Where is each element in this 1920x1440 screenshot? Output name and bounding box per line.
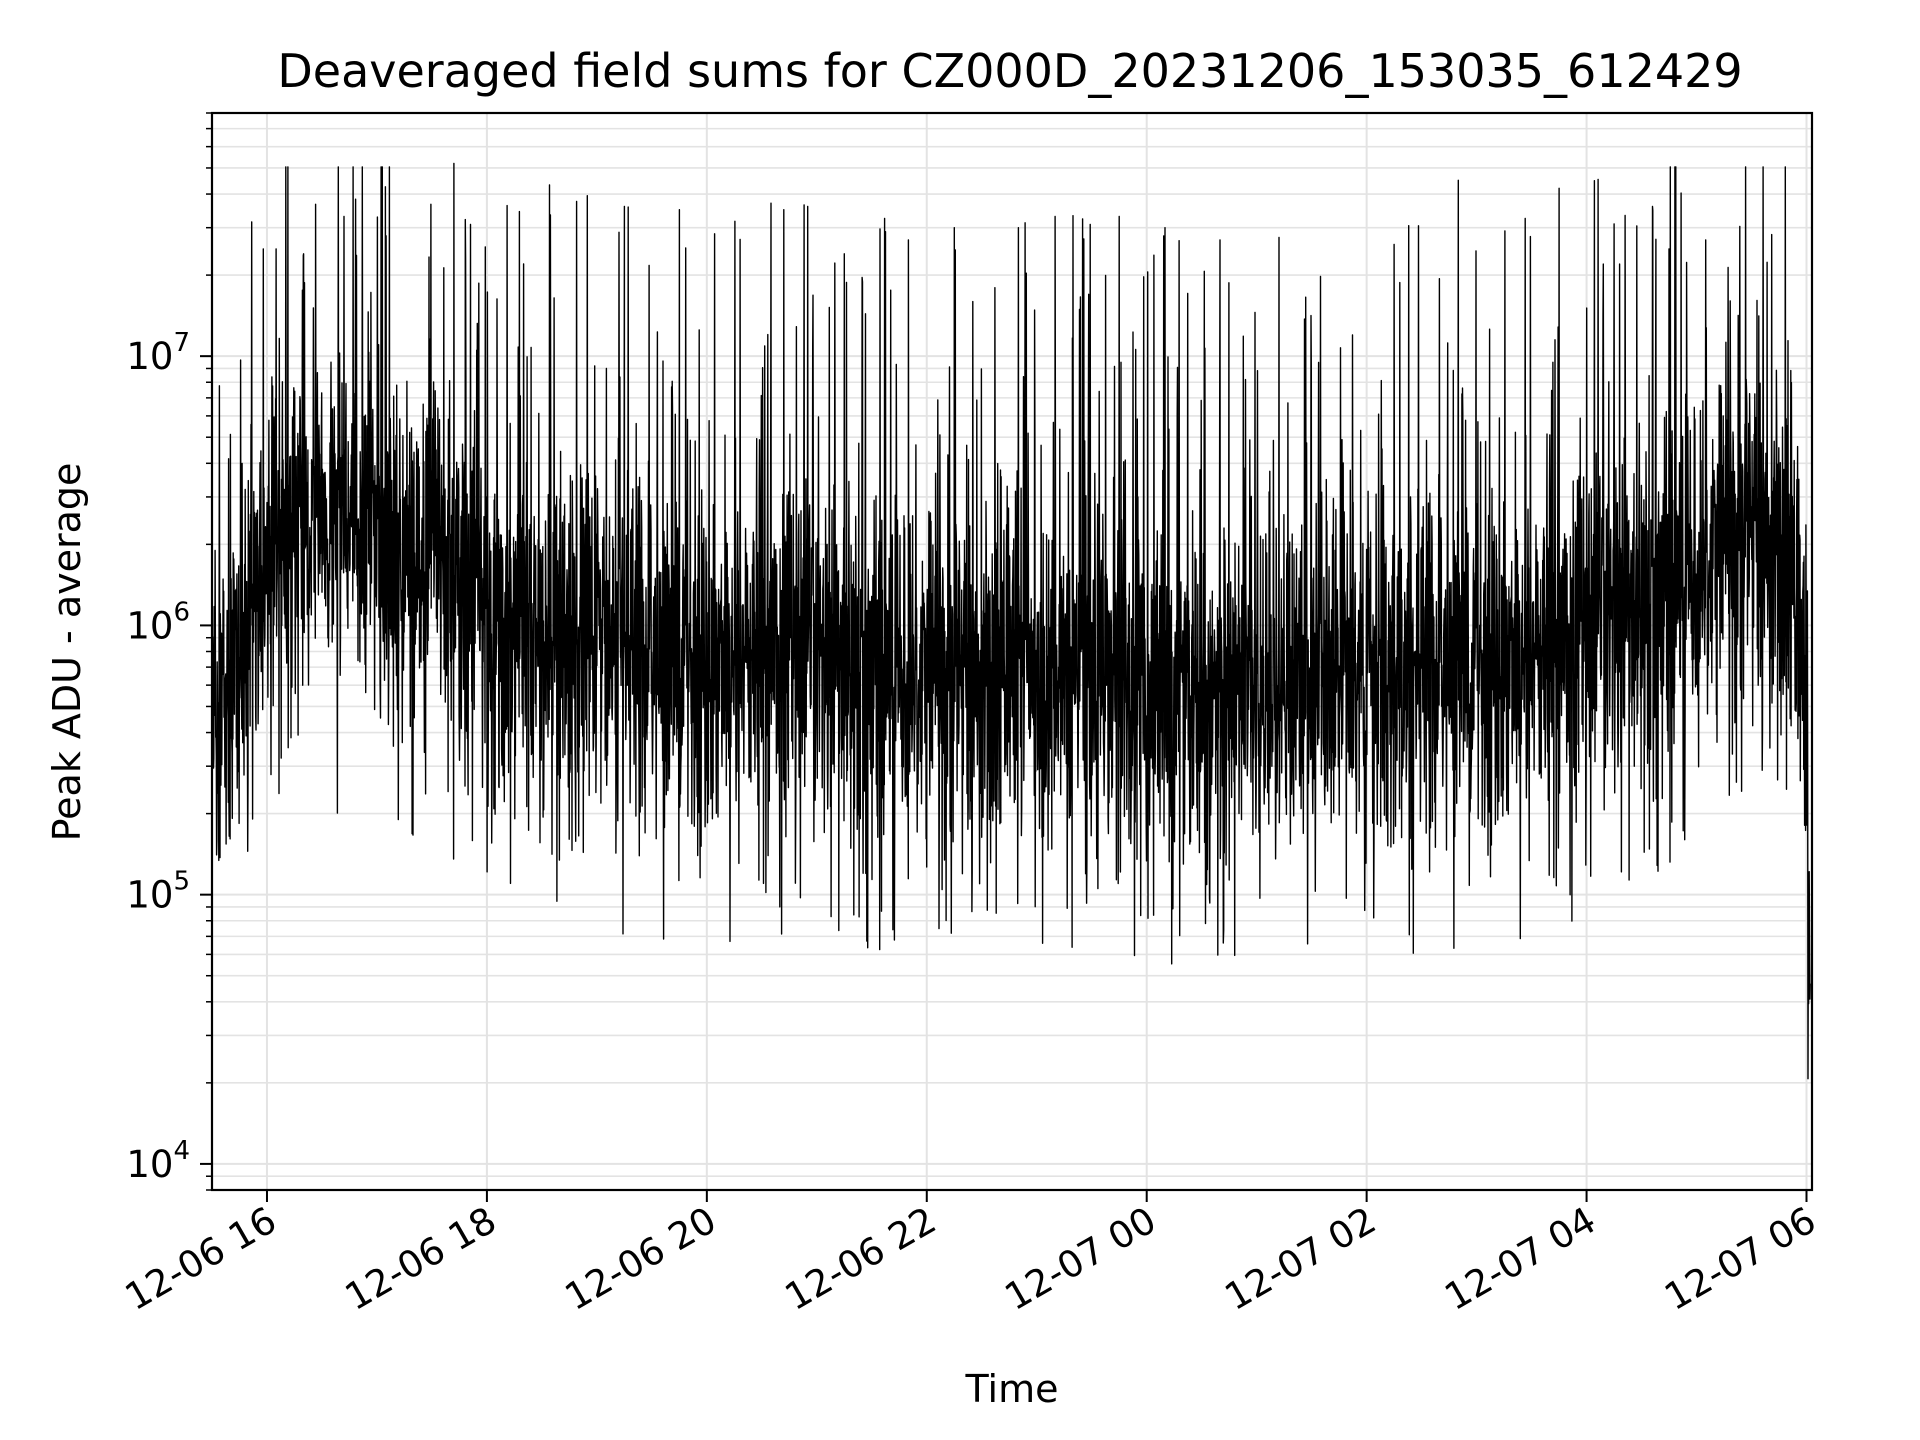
y-tick-exponent: 7 bbox=[173, 328, 190, 358]
y-tick-label: 104 bbox=[126, 1136, 190, 1186]
series-line-peak-adu bbox=[211, 162, 1811, 1080]
y-axis-label: Peak ADU - average bbox=[45, 463, 89, 842]
chart-title: Deaveraged field sums for CZ000D_2023120… bbox=[277, 44, 1742, 98]
y-tick-exponent: 4 bbox=[173, 1136, 190, 1166]
plot-area bbox=[211, 162, 1811, 1080]
y-tick-base: 10 bbox=[126, 874, 173, 917]
y-tick-label: 105 bbox=[126, 867, 190, 917]
y-tick-exponent: 6 bbox=[173, 597, 190, 627]
y-tick-base: 10 bbox=[126, 604, 173, 647]
y-tick-label: 106 bbox=[126, 597, 190, 647]
x-axis-label: Time bbox=[965, 1367, 1059, 1411]
y-tick-label: 107 bbox=[126, 328, 190, 378]
y-tick-base: 10 bbox=[126, 335, 173, 378]
y-tick-base: 10 bbox=[126, 1143, 173, 1186]
y-tick-exponent: 5 bbox=[173, 867, 190, 897]
